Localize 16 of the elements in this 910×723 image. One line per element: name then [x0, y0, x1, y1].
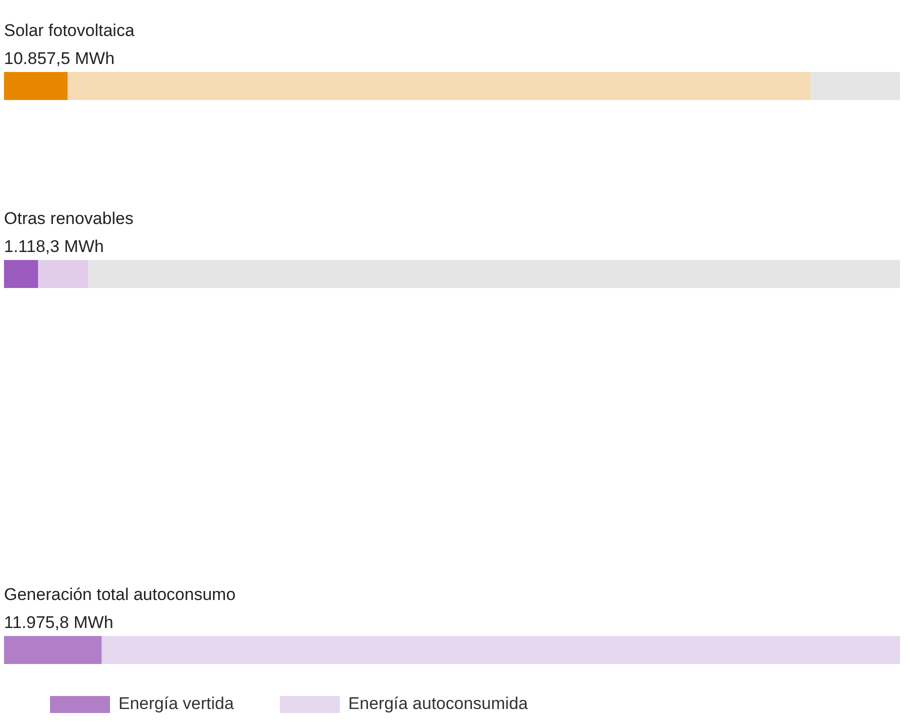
legend-label: Energía autoconsumida: [348, 694, 528, 714]
bar: [4, 260, 38, 288]
bar: [38, 260, 88, 288]
annotation: 1.118,3 MWh: [4, 237, 104, 256]
legend-label: Energía vertida: [118, 694, 234, 714]
bar: [88, 260, 900, 288]
bar: [4, 72, 68, 100]
bar: [810, 72, 900, 100]
bar: [4, 636, 102, 664]
bar: [68, 72, 810, 100]
y-tick-label: Otras renovables: [4, 209, 134, 228]
bar: [102, 636, 900, 664]
annotation: 11.975,8 MWh: [4, 613, 114, 632]
y-tick-label: Solar fotovoltaica: [4, 21, 135, 40]
y-tick-label: Generación total autoconsumo: [4, 585, 236, 604]
annotation: 10.857,5 MWh: [4, 49, 115, 68]
